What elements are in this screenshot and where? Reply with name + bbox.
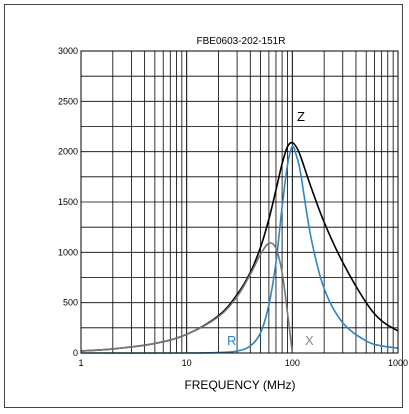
y-tick-label: 3000: [58, 46, 78, 56]
x-tick-label: 1: [78, 358, 83, 368]
y-tick-label: 1000: [58, 247, 78, 257]
series-label-x: X: [305, 333, 314, 348]
series-line-x: [80, 242, 294, 354]
series-line-z: [80, 141, 399, 352]
x-axis-label: FREQUENCY (MHz): [184, 378, 295, 392]
y-tick-label: 2000: [58, 147, 78, 157]
y-tick-label: 1500: [58, 197, 78, 207]
series-line-r: [80, 145, 399, 354]
y-tick-label: 0: [73, 348, 78, 358]
chart-frame: [4, 4, 403, 408]
x-tick-label: 1000: [388, 358, 408, 368]
y-tick-label: 500: [63, 298, 78, 308]
tick-labels: 0 500 1000 1500 2000 2500 3000 1 10 100 1000: [58, 46, 408, 368]
series-label-z: Z: [297, 109, 305, 124]
plot-area: [80, 50, 399, 354]
curves: [80, 141, 399, 354]
x-tick-label: 100: [285, 358, 300, 368]
x-tick-label: 10: [182, 358, 192, 368]
y-tick-label: 2500: [58, 96, 78, 106]
chart-title: FBE0603-202-151R: [197, 36, 286, 47]
series-label-r: R: [227, 333, 236, 348]
grid: [80, 50, 398, 354]
